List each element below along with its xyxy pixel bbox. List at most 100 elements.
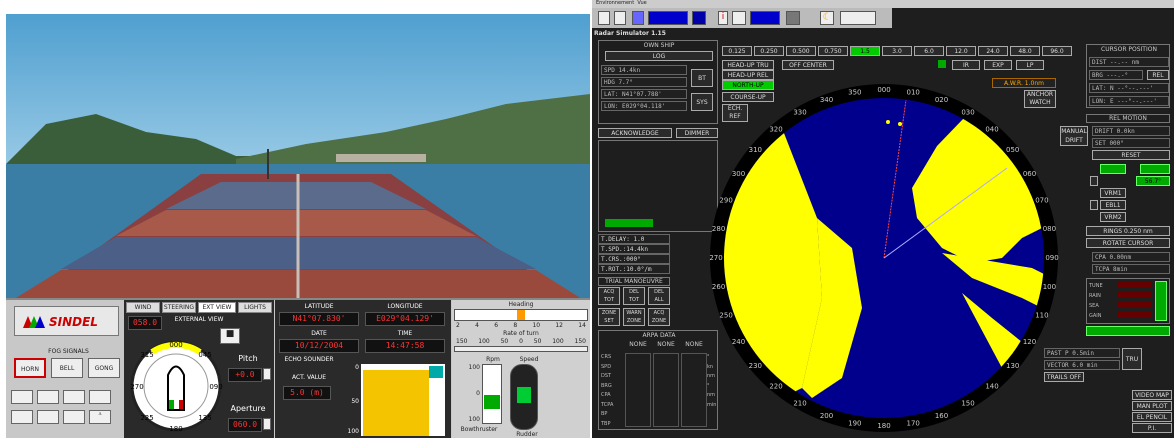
range-15-active[interactable]: 1.5 bbox=[850, 46, 880, 56]
zone-set-button[interactable]: ZONE SET bbox=[598, 308, 620, 326]
signal-button-3[interactable] bbox=[63, 390, 85, 404]
tune-slider[interactable] bbox=[1117, 282, 1151, 288]
rain-slider[interactable] bbox=[1117, 292, 1151, 298]
bearing-label-160: 160 bbox=[935, 412, 948, 420]
past-positions: PAST P 0.5min bbox=[1044, 348, 1120, 358]
gong-button[interactable]: GONG bbox=[88, 358, 120, 378]
acq-tot-button[interactable]: ACQ TOT bbox=[598, 287, 620, 305]
sea-slider[interactable] bbox=[1117, 302, 1151, 308]
reset-button[interactable]: RESET bbox=[1092, 150, 1170, 160]
tru-button[interactable]: TRU bbox=[1122, 348, 1142, 370]
bearing-label-040: 040 bbox=[985, 125, 998, 133]
arpa-unit: ° bbox=[707, 382, 710, 389]
rings-button[interactable]: RINGS 0.250 nm bbox=[1086, 226, 1170, 236]
arpa-target-2 bbox=[653, 353, 679, 427]
range-30[interactable]: 3.0 bbox=[882, 46, 912, 56]
signal-button-7[interactable] bbox=[63, 410, 85, 424]
chart-icon[interactable] bbox=[632, 11, 644, 25]
tab-ext-view[interactable]: EXT VIEW bbox=[198, 302, 236, 313]
del-tot-button[interactable]: DEL TOT bbox=[623, 287, 645, 305]
arpa-row-labels: CRS SPD DST BRG CPA TCPA BP TBP bbox=[601, 353, 625, 429]
el-pencil-button[interactable]: EL PENCIL bbox=[1132, 412, 1172, 422]
radar-ppi[interactable]: 350 000 010 020 030 040 050 060 070 080 090 100 110 1… bbox=[702, 58, 1066, 438]
info-icon[interactable]: i bbox=[718, 11, 728, 25]
video-map-button[interactable]: VIDEO MAP bbox=[1132, 390, 1172, 400]
arpa-data-panel: ARPA DATA NONE NONE NONE CRS SPD DST BRG CPA… bbox=[598, 330, 718, 430]
north-up-button[interactable]: NORTH-UP bbox=[722, 80, 774, 90]
lp-button[interactable]: LP bbox=[1016, 60, 1044, 70]
signal-button-5[interactable] bbox=[11, 410, 33, 424]
zoom-out-icon[interactable] bbox=[614, 11, 626, 25]
vrm-f-button[interactable] bbox=[1090, 176, 1098, 186]
moon-icon[interactable]: ☾ bbox=[820, 11, 834, 25]
aperture-stepper[interactable] bbox=[263, 418, 271, 430]
gain-slider[interactable] bbox=[1117, 312, 1151, 318]
vrm1-button[interactable]: VRM1 bbox=[1100, 188, 1126, 198]
log-button[interactable]: LOG bbox=[605, 51, 713, 61]
rot-bar bbox=[454, 346, 588, 352]
range-480[interactable]: 48.0 bbox=[1010, 46, 1040, 56]
man-plot-button[interactable]: MAN PLOT bbox=[1132, 401, 1172, 411]
bell-button[interactable]: BELL bbox=[51, 358, 83, 378]
range-0250[interactable]: 0.250 bbox=[754, 46, 784, 56]
menu-environnement[interactable]: Environnement bbox=[596, 0, 635, 6]
arpa-target-3 bbox=[681, 353, 707, 427]
head-up-rel-button[interactable]: HEAD-UP REL bbox=[722, 70, 774, 80]
view-compass[interactable]: 000 045 090 135 180 225 270 315 bbox=[128, 330, 224, 434]
map-tools-icon[interactable] bbox=[648, 11, 688, 25]
horn-button[interactable]: HORN bbox=[14, 358, 46, 378]
acknowledge-button[interactable]: ACKNOWLEDGE bbox=[598, 128, 672, 138]
manual-drift-button[interactable]: MANUAL DRIFT bbox=[1060, 126, 1088, 146]
dimmer-button[interactable]: DIMMER bbox=[676, 128, 718, 138]
range-120[interactable]: 12.0 bbox=[946, 46, 976, 56]
tab-lights[interactable]: LIGHTS bbox=[238, 302, 272, 313]
head-up-tru-button[interactable]: HEAD-UP TRU bbox=[722, 60, 774, 70]
menu-vue[interactable]: Vue bbox=[637, 0, 647, 6]
grid-icon[interactable] bbox=[732, 11, 746, 25]
ship-icon[interactable] bbox=[750, 11, 780, 25]
rotate-cursor-button[interactable]: ROTATE CURSOR bbox=[1086, 238, 1170, 248]
trial-delay: T.DELAY: 1.0 bbox=[598, 234, 670, 244]
range-0750[interactable]: 0.750 bbox=[818, 46, 848, 56]
signal-button-6[interactable] bbox=[37, 410, 59, 424]
signal-button-1[interactable] bbox=[11, 390, 33, 404]
range-0125[interactable]: 0.125 bbox=[722, 46, 752, 56]
off-center-button[interactable]: OFF CENTER bbox=[782, 60, 834, 70]
trails-off-button[interactable]: TRAILS OFF bbox=[1044, 372, 1084, 382]
tab-wind[interactable]: WIND bbox=[126, 302, 160, 313]
people-icon[interactable] bbox=[840, 11, 876, 25]
display-icon[interactable] bbox=[692, 11, 706, 25]
bt-button[interactable]: BT bbox=[691, 69, 713, 87]
exp-button[interactable]: EXP bbox=[984, 60, 1012, 70]
anchor-watch-radius: A.W.R. 1.0nm bbox=[992, 78, 1056, 88]
compass-mark-000: 000 bbox=[169, 341, 182, 349]
settings-icon[interactable] bbox=[786, 11, 800, 25]
ebl-f-button[interactable] bbox=[1090, 200, 1098, 210]
anchor-watch-button[interactable]: ANCHOR WATCH bbox=[1024, 90, 1056, 108]
acq-zone-button[interactable]: ACQ ZONE bbox=[648, 308, 670, 326]
del-all-button[interactable]: DEL ALL bbox=[648, 287, 670, 305]
bridge-simulator-view: SINDEL FOG SIGNALS HORN BELL GONG ⚓ WIND… bbox=[6, 14, 590, 438]
pi-button[interactable]: P.I. bbox=[1132, 423, 1172, 433]
range-60[interactable]: 6.0 bbox=[914, 46, 944, 56]
range-0500[interactable]: 0.500 bbox=[786, 46, 816, 56]
ebl1-button[interactable]: EBL1 bbox=[1100, 200, 1126, 210]
course-up-button[interactable]: COURSE-UP bbox=[722, 92, 774, 102]
cursor-rel-button[interactable]: REL bbox=[1147, 70, 1169, 80]
bearing-label-120: 120 bbox=[1023, 338, 1036, 346]
vrm2-button[interactable]: VRM2 bbox=[1100, 212, 1126, 222]
pitch-stepper[interactable] bbox=[263, 368, 271, 380]
sys-button[interactable]: SYS bbox=[691, 93, 713, 111]
zoom-in-icon[interactable] bbox=[598, 11, 610, 25]
anchor-signal-button[interactable]: ⚓ bbox=[89, 410, 111, 424]
signal-button-2[interactable] bbox=[37, 390, 59, 404]
tab-steering[interactable]: STEERING bbox=[162, 302, 196, 313]
camera-button[interactable]: ■ bbox=[220, 328, 240, 344]
range-240[interactable]: 24.0 bbox=[978, 46, 1008, 56]
ir-button[interactable]: IR bbox=[952, 60, 980, 70]
ech-ref-button[interactable]: ECH. REF bbox=[722, 104, 748, 122]
range-960[interactable]: 96.0 bbox=[1042, 46, 1072, 56]
signal-button-4[interactable] bbox=[89, 390, 111, 404]
arpa-row-cpa: CPA bbox=[601, 392, 611, 398]
warn-zone-button[interactable]: WARN ZONE bbox=[623, 308, 645, 326]
